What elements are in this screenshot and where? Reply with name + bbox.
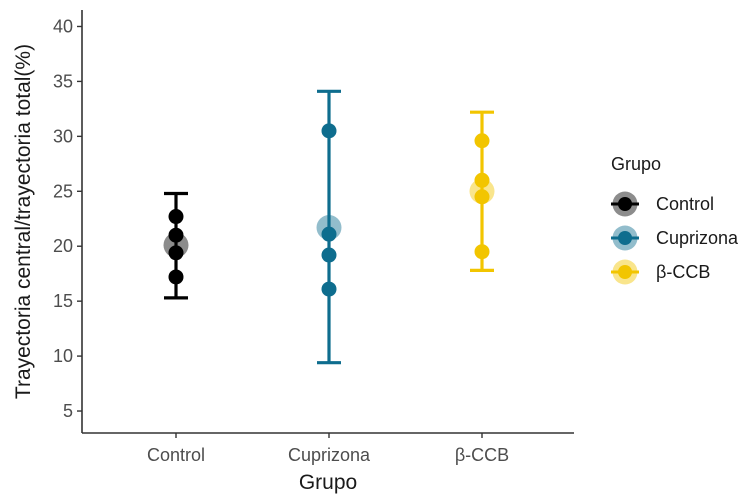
legend-label: Control — [656, 194, 714, 214]
data-point — [321, 281, 337, 297]
series-0 — [163, 191, 189, 300]
plot-area — [163, 89, 495, 365]
legend-key-point — [618, 197, 632, 211]
data-point — [474, 172, 490, 188]
legend-label: β-CCB — [656, 262, 710, 282]
x-tick-label: β-CCB — [455, 445, 509, 465]
mean-point — [163, 232, 189, 258]
data-point — [474, 244, 490, 260]
data-point — [474, 133, 490, 149]
data-point — [474, 189, 490, 205]
legend-item-0: Control — [611, 191, 714, 217]
x-axis-ticks: Control Cuprizona β-CCB — [147, 433, 509, 465]
y-tick-label: 20 — [53, 236, 73, 256]
y-tick-label: 15 — [53, 291, 73, 311]
y-tick-label: 40 — [53, 16, 73, 36]
y-axis-ticks: 5 10 15 20 25 30 35 40 — [53, 16, 82, 421]
y-tick-label: 5 — [63, 401, 73, 421]
x-tick-label: Cuprizona — [288, 445, 371, 465]
data-point — [168, 227, 184, 243]
y-tick-label: 10 — [53, 346, 73, 366]
data-point — [168, 269, 184, 285]
legend-key-point — [618, 231, 632, 245]
legend-item-1: Cuprizona — [611, 225, 739, 251]
legend-title: Grupo — [611, 154, 661, 174]
y-tick-label: 35 — [53, 71, 73, 91]
y-tick-label: 25 — [53, 181, 73, 201]
mean-point — [316, 215, 342, 241]
legend: Grupo Control Cuprizona β-CCB — [611, 154, 739, 285]
y-tick-label: 30 — [53, 126, 73, 146]
series-1 — [316, 89, 342, 365]
data-point — [168, 245, 184, 261]
data-point — [168, 209, 184, 225]
series-2 — [469, 110, 495, 272]
x-axis-title: Grupo — [299, 471, 357, 494]
legend-label: Cuprizona — [656, 228, 739, 248]
legend-item-2: β-CCB — [611, 259, 710, 285]
data-point — [321, 123, 337, 139]
data-point — [321, 226, 337, 242]
data-point — [321, 247, 337, 263]
legend-key-point — [618, 265, 632, 279]
mean-point — [469, 178, 495, 204]
y-axis-title: Trayectoria central/trayectoria total(%) — [12, 44, 35, 399]
x-tick-label: Control — [147, 445, 205, 465]
